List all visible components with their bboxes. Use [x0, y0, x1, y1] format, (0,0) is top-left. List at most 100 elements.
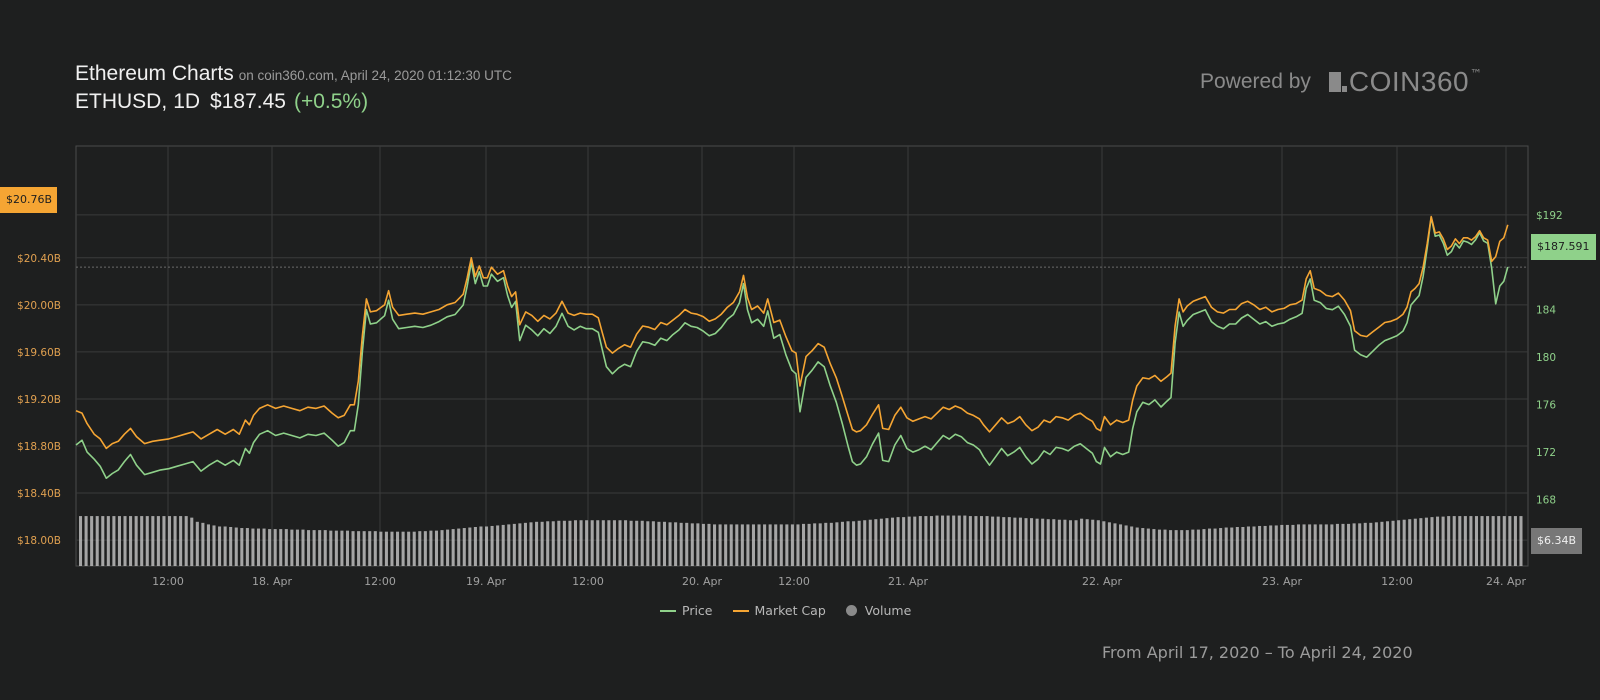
volume-bar — [768, 524, 772, 566]
volume-bar — [501, 524, 505, 566]
volume-bar — [134, 516, 138, 566]
volume-bar — [1263, 525, 1267, 566]
volume-bar — [307, 530, 311, 566]
volume-bar — [1291, 524, 1295, 566]
volume-bar — [1224, 527, 1228, 566]
volume-bar — [390, 531, 394, 566]
volume-bar — [941, 515, 945, 566]
volume-bar — [1519, 516, 1523, 566]
volume-bar — [885, 518, 889, 566]
legend-market-cap[interactable]: Market Cap — [732, 603, 826, 618]
volume-bar — [724, 524, 728, 566]
volume-bar — [824, 522, 828, 566]
volume-bar — [1508, 516, 1512, 566]
volume-bar — [1419, 518, 1423, 566]
volume-bar — [112, 516, 116, 566]
volume-bar — [106, 516, 110, 566]
volume-bar — [340, 530, 344, 566]
volume-bar — [852, 521, 856, 566]
volume-bar — [1169, 530, 1173, 566]
left-tick-label: $19.60B — [17, 347, 61, 359]
market-cap-line — [75, 215, 1509, 450]
volume-bar — [696, 523, 700, 566]
volume-bar — [223, 526, 227, 566]
volume-bar — [991, 516, 995, 566]
volume-bar — [1319, 524, 1323, 566]
volume-bar — [1352, 523, 1356, 566]
x-tick-label: 21. Apr — [888, 575, 928, 588]
volume-bar — [201, 522, 205, 566]
market-cap-swatch — [732, 609, 749, 612]
volume-bar — [1107, 522, 1111, 566]
volume-bar — [84, 516, 88, 566]
volume-bar — [123, 516, 127, 566]
volume-bar — [1035, 518, 1039, 566]
volume-bar — [446, 529, 450, 566]
volume-bar — [1380, 521, 1384, 566]
volume-bar — [529, 522, 533, 566]
legend-volume-label: Volume — [864, 603, 912, 618]
legend-price[interactable]: Price — [660, 603, 713, 618]
volume-bar — [879, 518, 883, 566]
volume-bar — [1063, 519, 1067, 566]
volume-bar — [596, 520, 600, 566]
right-tick-label: 184 — [1536, 305, 1556, 317]
volume-bar — [345, 530, 350, 566]
volume-bar — [379, 531, 383, 566]
volume-bar — [434, 530, 438, 566]
volume-bar — [1258, 525, 1262, 566]
volume-bar — [1024, 518, 1028, 566]
legend-volume[interactable]: Volume — [845, 603, 912, 618]
volume-bar — [523, 522, 527, 566]
volume-bar — [640, 520, 644, 566]
volume-bar — [802, 523, 806, 566]
coin360-logo[interactable]: COIN360 ™ — [1328, 66, 1482, 98]
volume-bar — [1080, 518, 1084, 566]
volume-bar — [763, 524, 767, 566]
x-tick-label: 12:00 — [152, 575, 184, 588]
volume-bar — [929, 516, 933, 566]
volume-bar — [985, 516, 989, 566]
volume-bar — [957, 515, 961, 566]
volume-bar — [457, 528, 461, 566]
volume-bar — [1102, 521, 1106, 566]
volume-bar — [1018, 517, 1022, 566]
volume-bar — [1196, 529, 1200, 566]
legend-market-cap-label: Market Cap — [754, 603, 826, 618]
volume-bar — [585, 520, 589, 566]
volume-bar — [996, 516, 1000, 566]
volume-bar — [179, 516, 183, 566]
volume-bar — [690, 523, 694, 566]
volume-bar — [1469, 516, 1473, 566]
x-tick-label: 23. Apr — [1262, 575, 1302, 588]
volume-bar — [729, 524, 733, 566]
volume-bar — [785, 524, 789, 566]
volume-bar — [451, 529, 455, 566]
left-tick-label: $20.00B — [17, 300, 61, 312]
volume-bar — [1157, 529, 1161, 566]
volume-bar — [896, 517, 900, 566]
volume-bar — [1246, 526, 1250, 566]
volume-bar — [512, 523, 516, 566]
volume-bar — [1374, 522, 1378, 566]
volume-bar — [646, 521, 650, 566]
volume-bar — [979, 516, 984, 566]
volume-bar — [629, 520, 633, 566]
volume-bar — [129, 516, 133, 566]
volume-bar — [1274, 525, 1278, 566]
volume-bar — [279, 529, 283, 566]
volume-bar — [117, 516, 121, 566]
volume-bar — [540, 521, 544, 566]
volume-bar — [1391, 520, 1395, 566]
volume-bar — [423, 531, 427, 566]
volume-bar — [1308, 524, 1312, 566]
left-tick-label: $18.00B — [17, 535, 61, 547]
volume-bar — [1068, 520, 1073, 566]
volume-bar — [1135, 527, 1139, 566]
volume-bar — [396, 531, 400, 566]
volume-bar — [546, 521, 550, 566]
volume-bar — [1436, 516, 1440, 566]
coin360-logo-icon — [1328, 72, 1347, 92]
ticker-line: ETHUSD, 1D $187.45 (+0.5%) — [75, 90, 512, 114]
